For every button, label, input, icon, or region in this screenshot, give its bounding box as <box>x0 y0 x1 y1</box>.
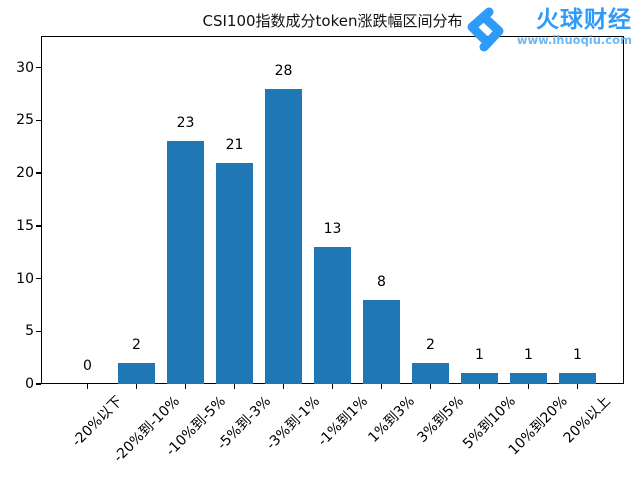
y-axis-tick <box>36 225 41 227</box>
bar <box>461 373 498 384</box>
y-axis-tick <box>36 277 41 280</box>
bar <box>216 162 253 384</box>
y-axis-tick <box>36 330 41 333</box>
bar <box>412 362 449 384</box>
bar-value-label: 2 <box>132 336 141 353</box>
y-axis-tick-label: 30 <box>16 59 34 76</box>
bar-value-label: 1 <box>475 347 484 364</box>
bar <box>167 141 204 384</box>
x-axis-tick <box>429 384 432 389</box>
x-axis-tick <box>86 384 89 389</box>
brand-name: 火球财经 <box>536 7 632 33</box>
bar-value-label: 8 <box>377 273 386 290</box>
bar-value-label: 28 <box>274 62 293 79</box>
x-axis-tick <box>233 384 236 389</box>
x-axis-tick-label: 3%到5% <box>414 393 467 446</box>
x-axis-tick-label: -1%到1% <box>314 393 371 450</box>
y-axis-tick <box>36 383 41 385</box>
brand-website: www.ihuoqiu.com <box>516 33 632 47</box>
x-axis-tick <box>282 384 285 389</box>
brand-logo[interactable]: 火球财经 www.ihuoqiu.com <box>463 6 632 52</box>
bar-value-label: 1 <box>573 347 582 364</box>
bar-value-label: 23 <box>176 115 195 132</box>
x-axis-tick <box>135 384 138 389</box>
x-axis-tick <box>478 384 481 389</box>
bar-value-label: 13 <box>323 220 342 237</box>
bar-value-label: 0 <box>83 358 92 374</box>
bar-value-label: 21 <box>225 136 244 153</box>
x-axis-tick-label: 20%以上 <box>560 393 615 447</box>
x-axis-tick <box>527 384 530 389</box>
chart-title: CSI100指数成分token涨跌幅区间分布 <box>202 12 463 30</box>
y-axis-tick-label: 10 <box>16 270 34 287</box>
y-axis-tick-label: 15 <box>16 217 34 234</box>
y-axis-tick-label: 25 <box>16 112 34 129</box>
bar-value-label: 2 <box>426 336 435 353</box>
brand-logo-text: 火球财经 www.ihuoqiu.com <box>517 6 632 47</box>
bar <box>314 246 351 384</box>
x-axis-tick <box>576 384 579 389</box>
bar <box>118 362 155 384</box>
y-axis-tick <box>36 119 41 122</box>
x-axis-tick <box>331 384 334 389</box>
y-axis-tick-label: 0 <box>25 376 34 392</box>
fireball-logo-icon <box>467 7 504 52</box>
x-axis-tick-label: -20%以下 <box>69 393 126 450</box>
y-axis-tick <box>36 66 41 69</box>
bar <box>363 299 400 384</box>
x-axis-tick <box>380 384 383 389</box>
y-axis-tick <box>36 172 41 174</box>
bar-value-label: 1 <box>524 347 533 364</box>
x-axis-tick <box>184 384 187 389</box>
bar <box>265 88 302 384</box>
x-axis-tick-label: 1%到3% <box>365 393 418 446</box>
bar <box>510 373 547 384</box>
bar <box>559 373 596 384</box>
y-axis-tick-label: 5 <box>25 323 34 340</box>
y-axis-tick-label: 20 <box>16 165 34 182</box>
